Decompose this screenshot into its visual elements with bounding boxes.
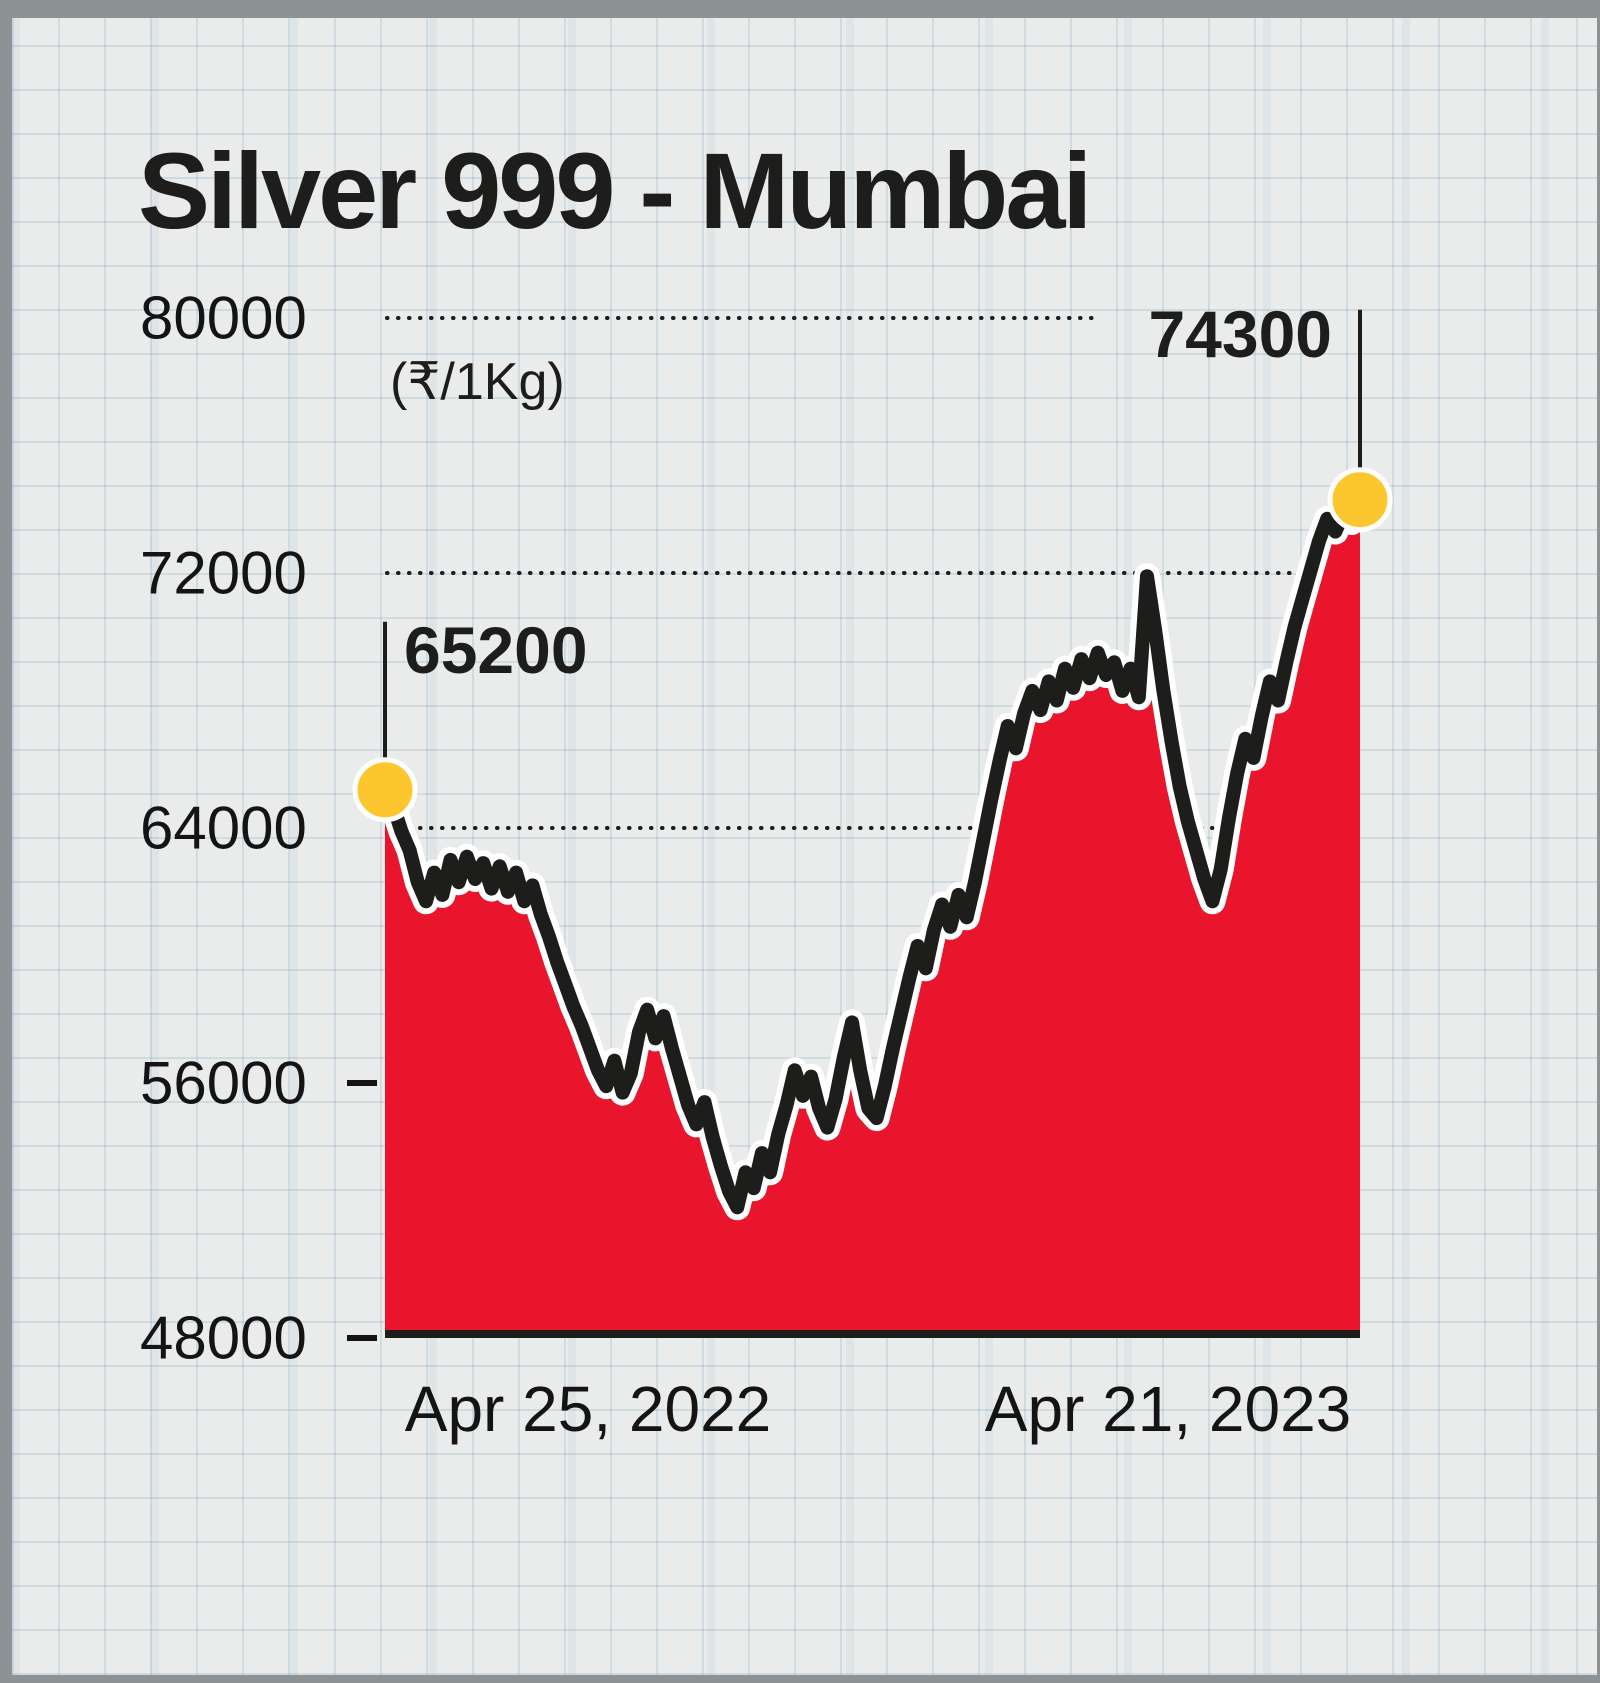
y-axis-label: 80000 xyxy=(140,284,307,352)
x-axis-label-start: Apr 25, 2022 xyxy=(404,1373,772,1445)
data-point-marker xyxy=(1327,467,1393,533)
price-line xyxy=(378,492,1367,1215)
y-axis-label: 72000 xyxy=(140,539,307,607)
unit-label: (₹/1Kg) xyxy=(390,353,565,411)
y-axis-label: 48000 xyxy=(140,1304,307,1372)
y-axis-label: 56000 xyxy=(140,1049,307,1117)
area-fill xyxy=(385,499,1360,1338)
data-point-marker xyxy=(352,757,418,823)
chart-title: Silver 999 - Mumbai xyxy=(138,130,1092,251)
y-axis-tick xyxy=(347,1335,377,1341)
x-axis-label-end: Apr 21, 2023 xyxy=(984,1373,1352,1445)
y-axis-label: 64000 xyxy=(140,794,307,862)
y-axis-tick xyxy=(347,1080,377,1086)
price-chart xyxy=(347,309,1393,1341)
x-axis-baseline xyxy=(385,1330,1360,1338)
annotation-start-value: 65200 xyxy=(404,613,588,687)
annotation-end-value: 74300 xyxy=(1148,297,1332,371)
